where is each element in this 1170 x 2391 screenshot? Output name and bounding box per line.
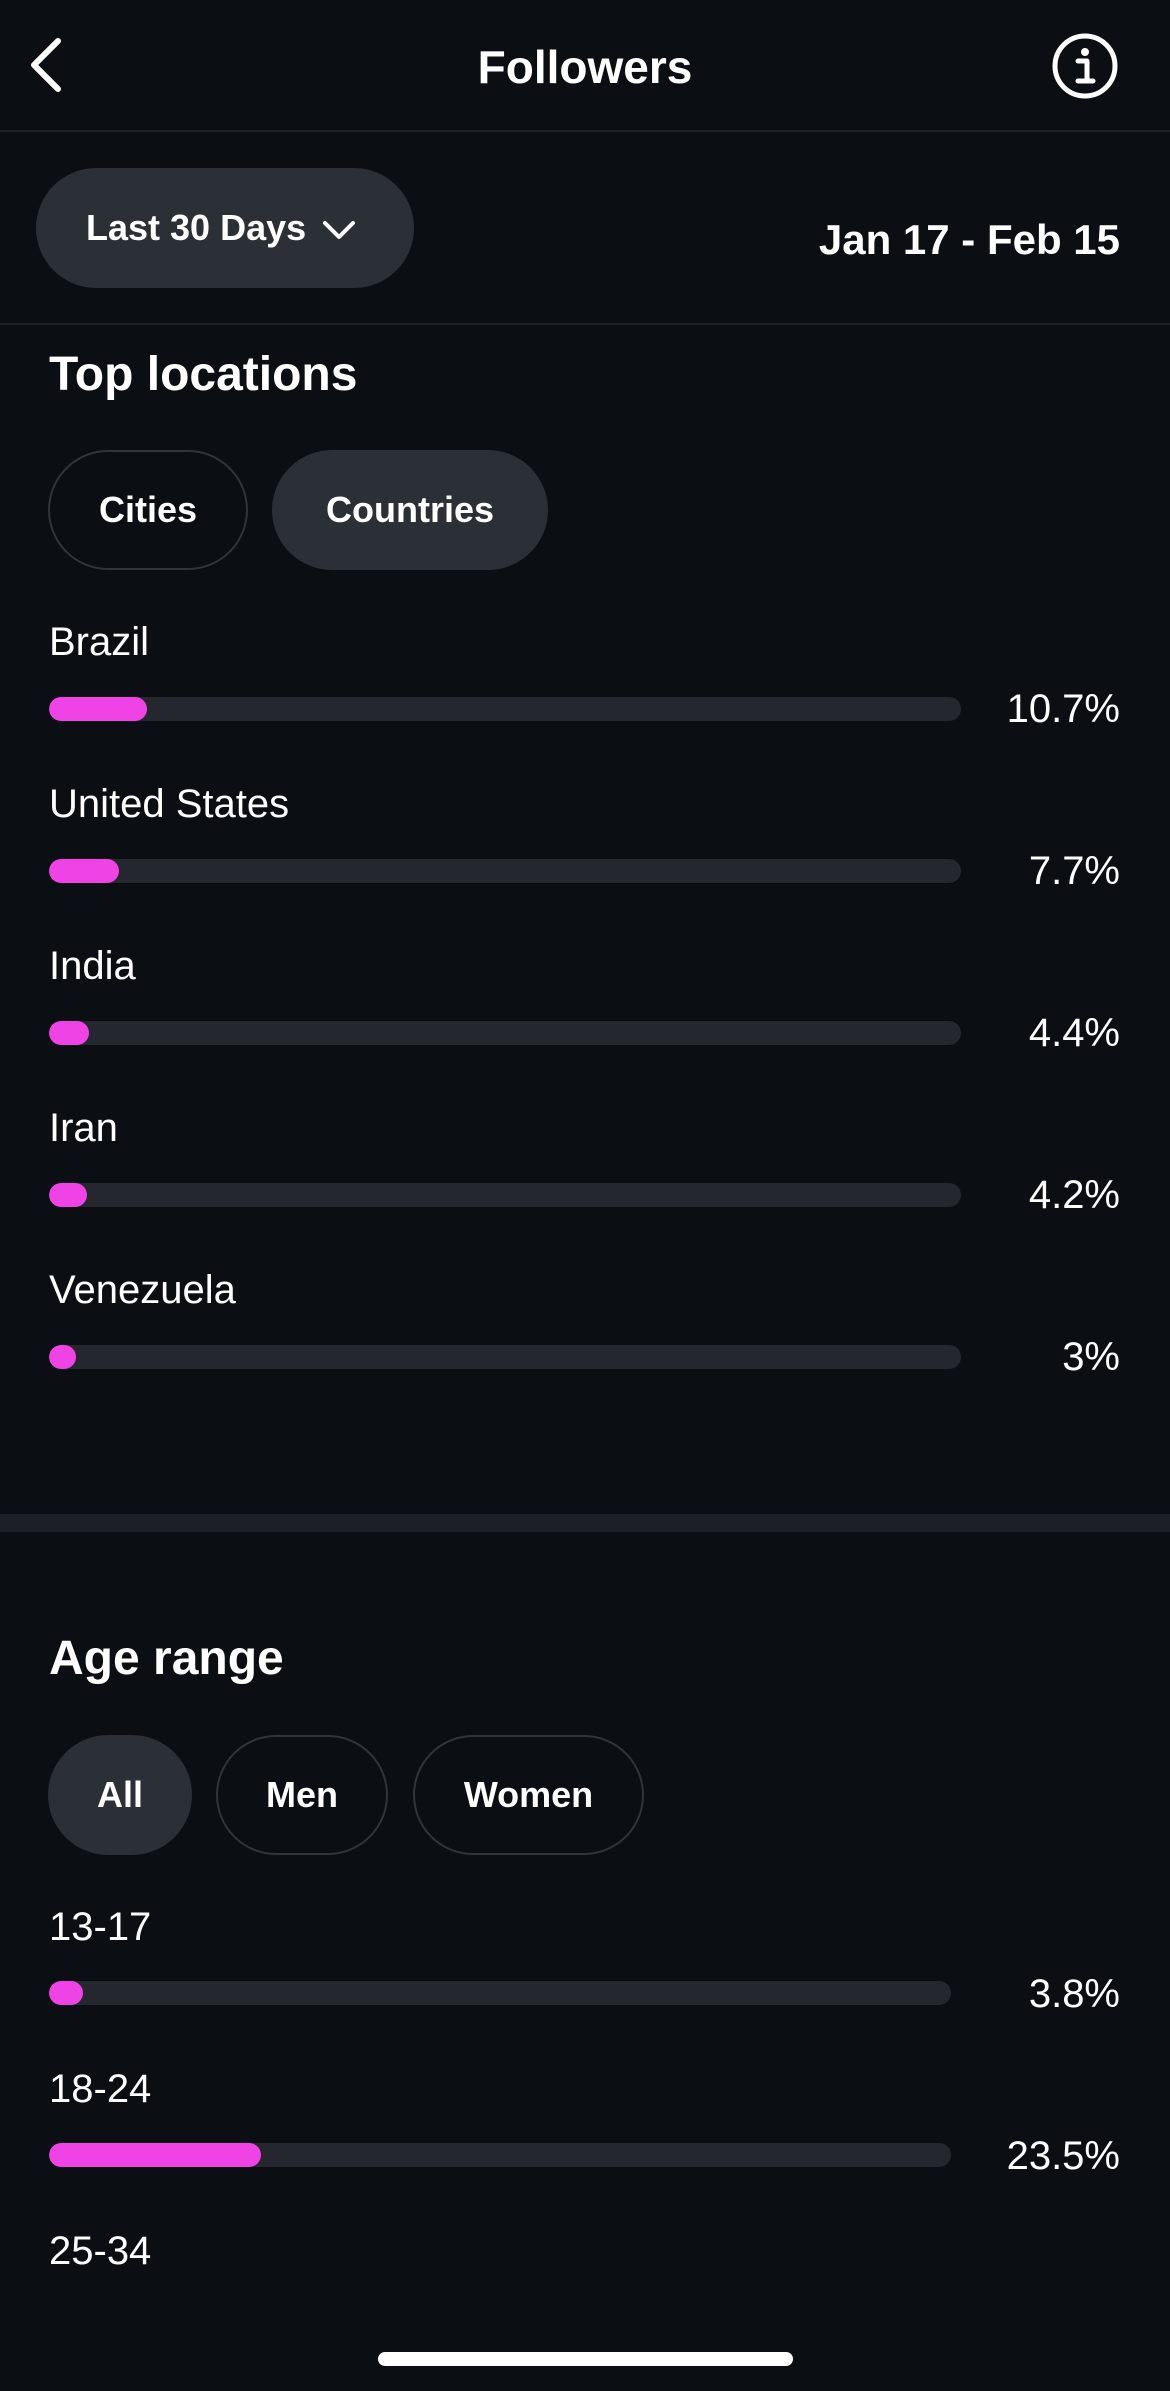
tab-countries[interactable]: Countries (272, 450, 548, 570)
age-bar-track (49, 1981, 951, 2005)
date-range-text: Jan 17 - Feb 15 (818, 216, 1120, 263)
location-percent: 10.7% (1006, 687, 1120, 731)
location-label: Venezuela (49, 1268, 236, 1312)
chevron-left-icon (31, 38, 61, 92)
location-label: Brazil (49, 620, 150, 664)
location-bar-fill (49, 1183, 88, 1207)
location-bar-fill (49, 1021, 90, 1045)
tab-women[interactable]: Women (413, 1735, 644, 1855)
tab-all[interactable]: All (48, 1735, 192, 1855)
location-bar-fill (49, 697, 147, 721)
age-label: 13-17 (49, 1905, 152, 1949)
date-range-dropdown[interactable]: Last 30 Days (36, 168, 414, 288)
home-indicator (378, 2352, 793, 2366)
age-bar-fill (49, 1981, 84, 2005)
info-button[interactable] (1052, 33, 1118, 99)
tab-men[interactable]: Men (216, 1735, 388, 1855)
location-bar-fill (49, 859, 120, 883)
location-label: Iran (49, 1106, 118, 1150)
top-bar: Followers (0, 0, 1170, 132)
location-percent: 4.2% (1028, 1173, 1120, 1217)
location-bar-track (49, 1345, 961, 1369)
location-bar-fill (49, 1345, 77, 1369)
location-percent: 4.4% (1028, 1011, 1120, 1055)
location-bar-track (49, 1021, 961, 1045)
location-bar-track (49, 1183, 961, 1207)
age-percent: 3.8% (1028, 1972, 1120, 2016)
age-range-title: Age range (49, 1632, 284, 1685)
location-label: India (49, 944, 136, 988)
divider (0, 323, 1170, 325)
location-percent: 3% (1062, 1335, 1120, 1379)
date-range-label: Last 30 Days (86, 207, 307, 248)
info-icon (1052, 33, 1118, 99)
age-bar-fill (49, 2143, 261, 2167)
page-title: Followers (477, 41, 693, 93)
age-label: 25-34 (49, 2229, 152, 2273)
location-bar-track (49, 697, 961, 721)
section-divider (0, 1514, 1170, 1532)
location-label: United States (49, 782, 290, 826)
chevron-down-icon (323, 221, 356, 239)
top-locations-title: Top locations (49, 348, 358, 401)
age-bar-track (49, 2143, 951, 2167)
age-label: 18-24 (49, 2067, 152, 2111)
back-button[interactable] (22, 32, 70, 98)
age-percent: 23.5% (1006, 2134, 1120, 2178)
tab-cities[interactable]: Cities (48, 450, 248, 570)
location-percent: 7.7% (1028, 849, 1120, 893)
location-bar-track (49, 859, 961, 883)
